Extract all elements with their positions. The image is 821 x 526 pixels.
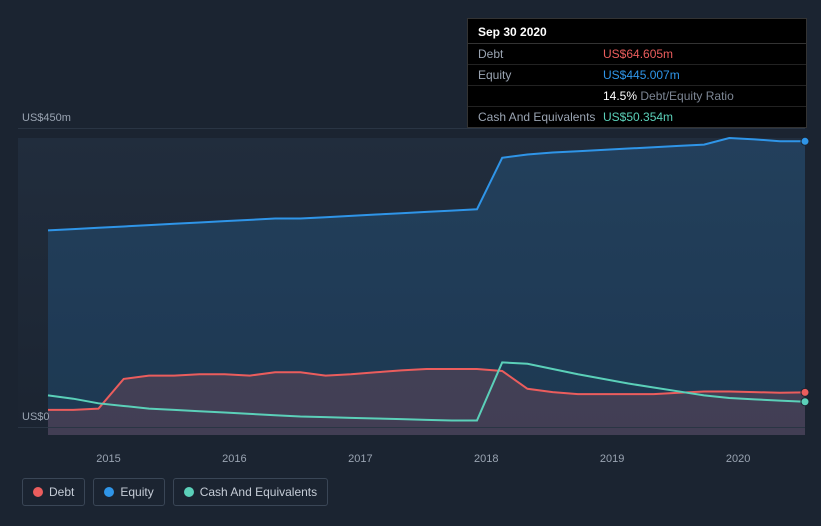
chart-legend: Debt Equity Cash And Equivalents xyxy=(22,478,328,506)
legend-label: Cash And Equivalents xyxy=(200,485,317,499)
legend-swatch xyxy=(104,487,114,497)
tooltip-label: Cash And Equivalents xyxy=(478,110,603,124)
x-axis-label: 2015 xyxy=(96,453,120,465)
tooltip-label xyxy=(478,89,603,103)
x-axis-label: 2019 xyxy=(600,453,624,465)
legend-item[interactable]: Cash And Equivalents xyxy=(173,478,328,506)
tooltip-row: DebtUS$64.605m xyxy=(468,44,806,65)
tooltip-value: US$445.007m xyxy=(603,68,680,82)
tooltip-row: EquityUS$445.007m xyxy=(468,65,806,86)
tooltip-rows: DebtUS$64.605mEquityUS$445.007m14.5% Deb… xyxy=(468,44,806,127)
chart-tooltip: Sep 30 2020 DebtUS$64.605mEquityUS$445.0… xyxy=(467,18,807,128)
y-axis-label: US$0 xyxy=(22,411,50,423)
legend-label: Equity xyxy=(120,485,153,499)
tooltip-label: Equity xyxy=(478,68,603,82)
end-marker-equity xyxy=(801,137,809,145)
tooltip-value: US$50.354m xyxy=(603,110,673,124)
tooltip-value: US$64.605m xyxy=(603,47,673,61)
tooltip-row: 14.5% Debt/Equity Ratio xyxy=(468,86,806,107)
tooltip-value: 14.5% Debt/Equity Ratio xyxy=(603,89,734,103)
legend-item[interactable]: Equity xyxy=(93,478,164,506)
end-marker-debt xyxy=(801,388,809,396)
x-axis-label: 2016 xyxy=(222,453,246,465)
end-marker-cash xyxy=(801,398,809,406)
legend-item[interactable]: Debt xyxy=(22,478,85,506)
legend-swatch xyxy=(33,487,43,497)
x-axis-label: 2017 xyxy=(348,453,372,465)
x-axis-label: 2020 xyxy=(726,453,750,465)
legend-label: Debt xyxy=(49,485,74,499)
y-axis-label: US$450m xyxy=(22,112,71,124)
tooltip-row: Cash And EquivalentsUS$50.354m xyxy=(468,107,806,127)
tooltip-label: Debt xyxy=(478,47,603,61)
x-axis-label: 2018 xyxy=(474,453,498,465)
legend-swatch xyxy=(184,487,194,497)
tooltip-title: Sep 30 2020 xyxy=(468,19,806,44)
